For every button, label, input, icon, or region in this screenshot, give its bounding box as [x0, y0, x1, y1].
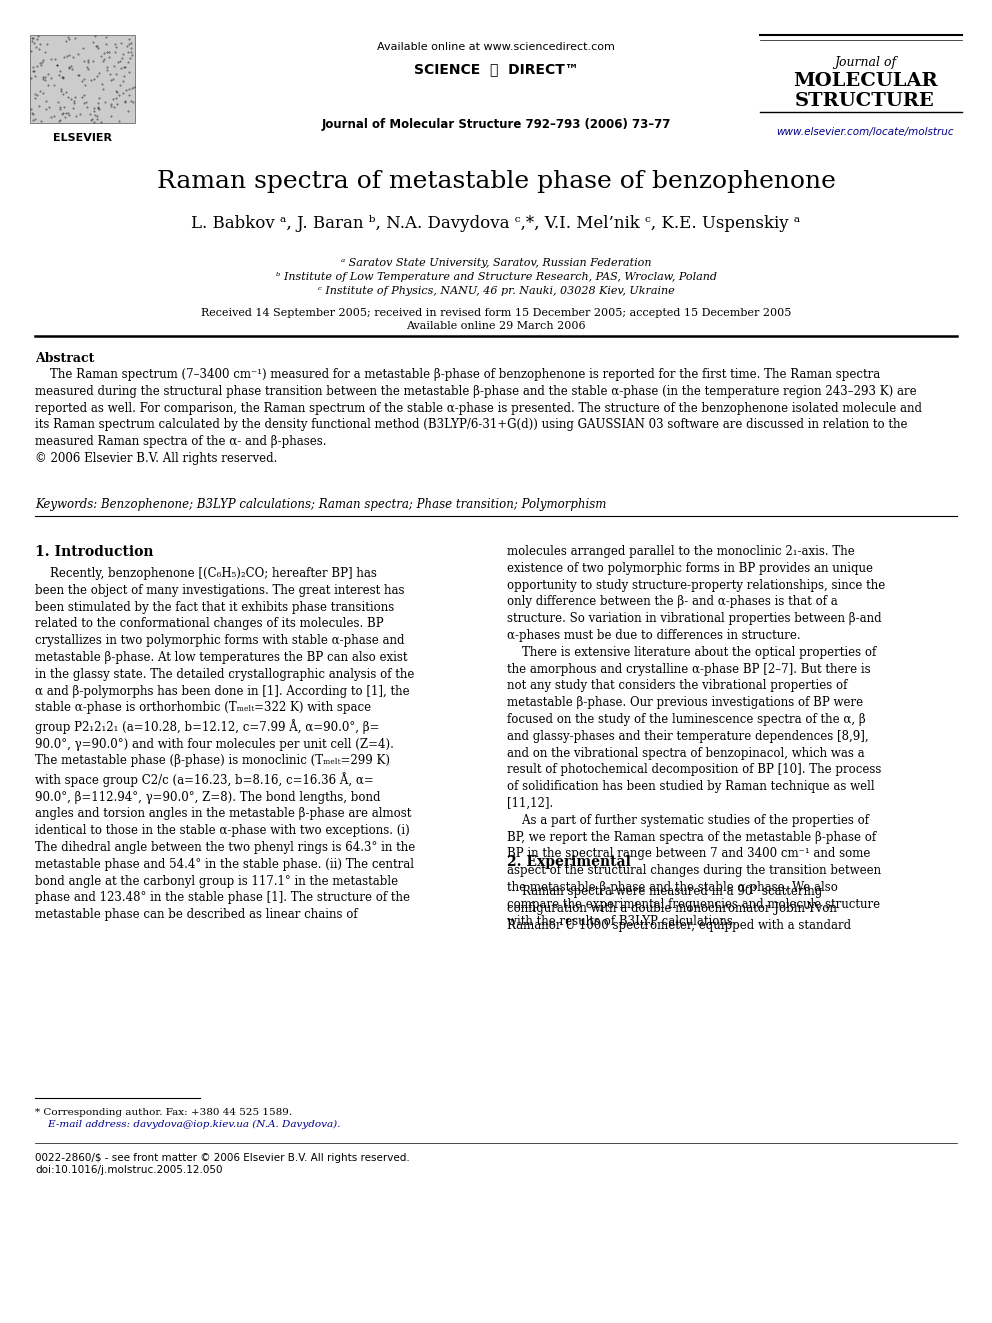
- Text: ᶜ Institute of Physics, NANU, 46 pr. Nauki, 03028 Kiev, Ukraine: ᶜ Institute of Physics, NANU, 46 pr. Nau…: [317, 286, 675, 296]
- Text: The Raman spectrum (7–3400 cm⁻¹) measured for a metastable β-phase of benzopheno: The Raman spectrum (7–3400 cm⁻¹) measure…: [35, 368, 922, 464]
- Text: ᵇ Institute of Low Temperature and Structure Research, PAS, Wroclaw, Poland: ᵇ Institute of Low Temperature and Struc…: [276, 273, 716, 282]
- Text: Received 14 September 2005; received in revised form 15 December 2005; accepted : Received 14 September 2005; received in …: [200, 308, 792, 318]
- Text: ᵃ Saratov State University, Saratov, Russian Federation: ᵃ Saratov State University, Saratov, Rus…: [340, 258, 652, 269]
- Text: L. Babkov ᵃ, J. Baran ᵇ, N.A. Davydova ᶜ,*, V.I. Mel’nik ᶜ, K.E. Uspenskiy ᵃ: L. Babkov ᵃ, J. Baran ᵇ, N.A. Davydova ᶜ…: [191, 216, 801, 232]
- Text: 2. Experimental: 2. Experimental: [507, 855, 631, 869]
- Text: doi:10.1016/j.molstruc.2005.12.050: doi:10.1016/j.molstruc.2005.12.050: [35, 1166, 222, 1175]
- Text: Abstract: Abstract: [35, 352, 94, 365]
- Text: 1. Introduction: 1. Introduction: [35, 545, 154, 560]
- Text: www.elsevier.com/locate/molstruc: www.elsevier.com/locate/molstruc: [776, 127, 954, 138]
- Text: Available online at www.sciencedirect.com: Available online at www.sciencedirect.co…: [377, 42, 615, 52]
- Text: MOLECULAR: MOLECULAR: [793, 71, 937, 90]
- Text: STRUCTURE: STRUCTURE: [796, 93, 934, 110]
- Text: ELSEVIER: ELSEVIER: [53, 134, 112, 143]
- Text: E-mail address: davydova@iop.kiev.ua (N.A. Davydova).: E-mail address: davydova@iop.kiev.ua (N.…: [35, 1121, 340, 1129]
- Text: Recently, benzophenone [(C₆H₅)₂CO; hereafter BP] has
been the object of many inv: Recently, benzophenone [(C₆H₅)₂CO; herea…: [35, 568, 416, 921]
- Text: * Corresponding author. Fax: +380 44 525 1589.: * Corresponding author. Fax: +380 44 525…: [35, 1107, 292, 1117]
- Bar: [30, 34, 135, 123]
- Text: Raman spectra of metastable phase of benzophenone: Raman spectra of metastable phase of ben…: [157, 169, 835, 193]
- Text: Keywords: Benzophenone; B3LYP calculations; Raman spectra; Phase transition; Pol: Keywords: Benzophenone; B3LYP calculatio…: [35, 497, 606, 511]
- Text: Available online 29 March 2006: Available online 29 March 2006: [406, 321, 586, 331]
- Text: Raman spectra were measured in a 90° scattering
configuration with a double mono: Raman spectra were measured in a 90° sca…: [507, 885, 851, 931]
- Text: Journal of Molecular Structure 792–793 (2006) 73–77: Journal of Molecular Structure 792–793 (…: [321, 118, 671, 131]
- Text: SCIENCE  ⓓ  DIRECT™: SCIENCE ⓓ DIRECT™: [414, 62, 578, 75]
- Text: Journal of: Journal of: [834, 56, 896, 69]
- Text: 0022-2860/$ - see front matter © 2006 Elsevier B.V. All rights reserved.: 0022-2860/$ - see front matter © 2006 El…: [35, 1154, 410, 1163]
- Text: molecules arranged parallel to the monoclinic 2₁-axis. The
existence of two poly: molecules arranged parallel to the monoc…: [507, 545, 885, 927]
